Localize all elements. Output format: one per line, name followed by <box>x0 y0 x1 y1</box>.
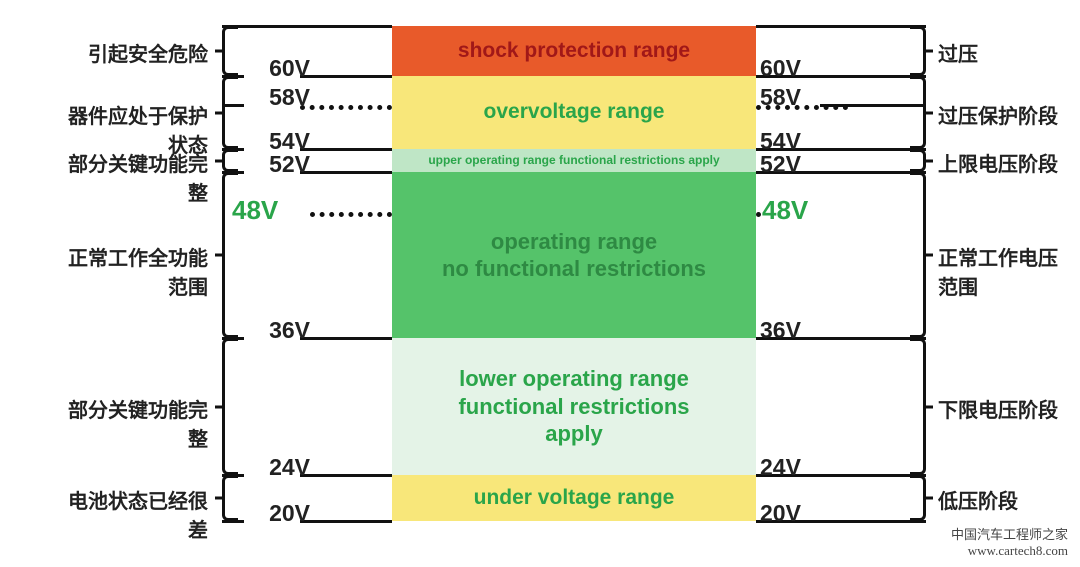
nominal-left: 48V <box>232 195 278 226</box>
desc-right-0: 过压 <box>938 38 1070 67</box>
watermark-line2: www.cartech8.com <box>951 543 1068 559</box>
bracket-right-0 <box>910 26 926 76</box>
desc-right-2: 上限电压阶段 <box>938 148 1070 177</box>
desc-left-2: 部分关键功能完整 <box>52 148 208 206</box>
tick-line-left-58V <box>300 105 392 110</box>
bracket-right-2 <box>910 149 926 172</box>
watermark-line1: 中国汽车工程师之家 <box>951 527 1068 543</box>
tick-line-left-60V <box>300 75 392 78</box>
volt-left-20V: 20V <box>240 500 310 527</box>
band-upperop: upper operating range functional restric… <box>392 149 756 172</box>
bracket-nub-right-0 <box>923 50 933 53</box>
band-lowerop: lower operating range functional restric… <box>392 338 756 475</box>
bracket-nub-left-0 <box>215 50 225 53</box>
bracket-left-0 <box>222 26 238 76</box>
desc-left-4: 部分关键功能完整 <box>52 394 208 452</box>
volt-left-24V: 24V <box>240 454 310 481</box>
desc-right-1: 过压保护阶段 <box>938 100 1070 129</box>
tick-line-left-54V <box>300 148 392 151</box>
bracket-nub-right-5 <box>923 497 933 500</box>
top-line-right <box>756 25 926 28</box>
bracket-left-4 <box>222 338 238 475</box>
desc-left-0: 引起安全危险 <box>52 38 208 67</box>
desc-left-5: 电池状态已经很差 <box>52 485 208 543</box>
bracket-right-3 <box>910 172 926 338</box>
band-overvolt: overvoltage range <box>392 76 756 149</box>
bracket-left-1 <box>222 76 238 149</box>
band-undervolt: under voltage range <box>392 475 756 521</box>
band-label-upperop: upper operating range functional restric… <box>420 153 727 168</box>
band-shock: shock protection range <box>392 26 756 76</box>
band-label-shock: shock protection range <box>450 38 698 64</box>
nominal-dots-left <box>310 212 392 217</box>
tick-line-left-24V <box>300 474 392 477</box>
band-label-undervolt: under voltage range <box>466 485 683 511</box>
bracket-nub-right-3 <box>923 254 933 257</box>
nominal-dots-right <box>756 212 760 217</box>
desc-right-3: 正常工作电压范围 <box>938 242 1070 300</box>
desc-left-3: 正常工作全功能范围 <box>52 242 208 300</box>
band-label-lowerop: lower operating range functional restric… <box>450 365 697 448</box>
bracket-nub-left-1 <box>215 111 225 114</box>
bracket-right-5 <box>910 475 926 521</box>
bracket-left-5 <box>222 475 238 521</box>
bracket-nub-left-5 <box>215 497 225 500</box>
bracket-left-3 <box>222 172 238 338</box>
bracket-right-4 <box>910 338 926 475</box>
top-line-left <box>222 25 392 28</box>
band-operating: operating range no functional restrictio… <box>392 172 756 338</box>
watermark: 中国汽车工程师之家 www.cartech8.com <box>951 527 1068 560</box>
volt-left-52V: 52V <box>240 151 310 178</box>
tick-line-left-52V <box>300 171 392 174</box>
voltage-range-diagram: shock protection range overvoltage range u… <box>0 0 1080 567</box>
volt-left-60V: 60V <box>240 55 310 82</box>
desc-right-5: 低压阶段 <box>938 485 1070 514</box>
tick-line-left-20V <box>300 520 392 523</box>
volt-left-58V: 58V <box>240 84 310 111</box>
bracket-nub-left-4 <box>215 405 225 408</box>
bracket-right-1 <box>910 76 926 149</box>
band-label-operating: operating range no functional restrictio… <box>434 228 714 283</box>
desc-right-4: 下限电压阶段 <box>938 394 1070 423</box>
bracket-nub-right-2 <box>923 159 933 162</box>
band-label-overvolt: overvoltage range <box>476 99 673 125</box>
nominal-right: 48V <box>762 195 808 226</box>
tick-line-left-36V <box>300 337 392 340</box>
bracket-nub-left-2 <box>215 159 225 162</box>
volt-left-36V: 36V <box>240 317 310 344</box>
bracket-nub-left-3 <box>215 254 225 257</box>
bracket-nub-right-4 <box>923 405 933 408</box>
bracket-nub-right-1 <box>923 111 933 114</box>
bracket-left-2 <box>222 149 238 172</box>
